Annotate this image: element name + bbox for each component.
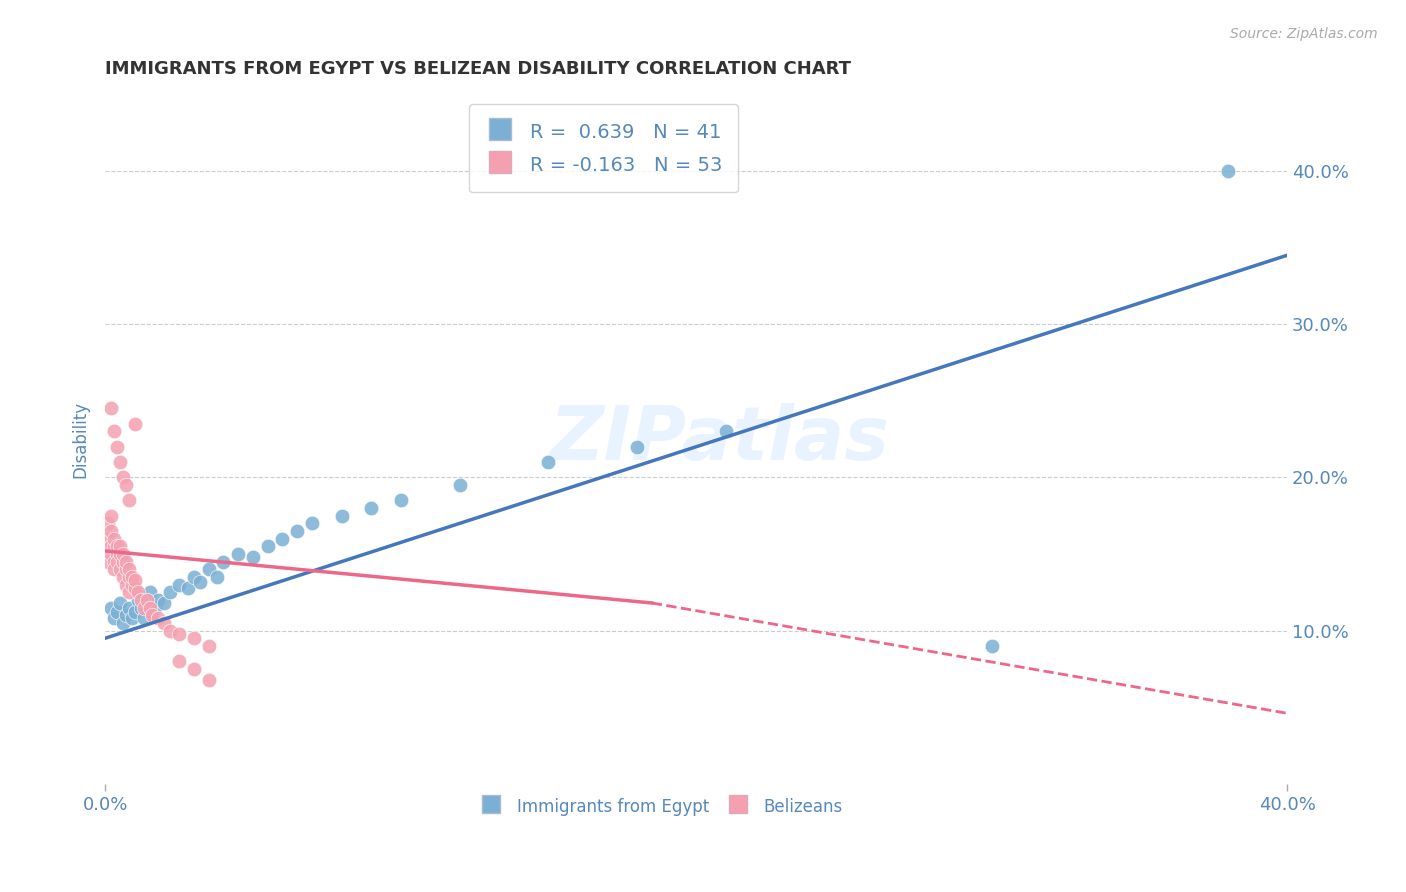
Text: ZIPatlas: ZIPatlas	[550, 402, 890, 475]
Legend: Immigrants from Egypt, Belizeans: Immigrants from Egypt, Belizeans	[471, 790, 849, 823]
Point	[226, 547, 249, 561]
Point	[115, 577, 138, 591]
Point	[197, 639, 219, 653]
Point	[135, 593, 157, 607]
Point	[626, 440, 648, 454]
Point	[449, 478, 471, 492]
Point	[135, 596, 157, 610]
Point	[153, 596, 176, 610]
Point	[129, 600, 152, 615]
Point	[141, 608, 163, 623]
Point	[129, 593, 152, 607]
Point	[188, 574, 211, 589]
Point	[108, 562, 131, 576]
Point	[285, 524, 308, 538]
Point	[115, 555, 138, 569]
Point	[145, 600, 167, 615]
Point	[167, 626, 190, 640]
Point	[148, 593, 170, 607]
Point	[105, 605, 128, 619]
Point	[108, 547, 131, 561]
Point	[124, 417, 146, 431]
Point	[127, 593, 149, 607]
Point	[108, 539, 131, 553]
Point	[360, 501, 382, 516]
Text: IMMIGRANTS FROM EGYPT VS BELIZEAN DISABILITY CORRELATION CHART: IMMIGRANTS FROM EGYPT VS BELIZEAN DISABI…	[105, 60, 851, 78]
Point	[980, 639, 1002, 653]
Point	[138, 600, 160, 615]
Point	[100, 508, 122, 523]
Point	[256, 539, 278, 553]
Point	[124, 573, 146, 587]
Text: Source: ZipAtlas.com: Source: ZipAtlas.com	[1230, 27, 1378, 41]
Point	[118, 600, 141, 615]
Point	[148, 611, 170, 625]
Point	[167, 654, 190, 668]
Point	[103, 532, 125, 546]
Point	[714, 425, 737, 439]
Point	[105, 440, 128, 454]
Point	[212, 555, 235, 569]
Point	[121, 611, 143, 625]
Point	[389, 493, 412, 508]
Point	[118, 570, 141, 584]
Point	[115, 608, 138, 623]
Point	[111, 547, 134, 561]
Point	[207, 570, 229, 584]
Point	[138, 585, 160, 599]
Point	[153, 615, 176, 630]
Point	[159, 585, 181, 599]
Point	[105, 539, 128, 553]
Point	[103, 425, 125, 439]
Point	[132, 611, 155, 625]
Point	[159, 624, 181, 638]
Point	[111, 570, 134, 584]
Point	[103, 539, 125, 553]
Point	[124, 605, 146, 619]
Point	[105, 555, 128, 569]
Point	[127, 585, 149, 599]
Point	[271, 532, 294, 546]
Point	[111, 615, 134, 630]
Point	[141, 605, 163, 619]
Y-axis label: Disability: Disability	[72, 401, 89, 477]
Point	[177, 581, 200, 595]
Point	[197, 673, 219, 687]
Point	[97, 516, 120, 531]
Point	[97, 555, 120, 569]
Point	[111, 470, 134, 484]
Point	[115, 562, 138, 576]
Point	[330, 508, 353, 523]
Point	[100, 524, 122, 538]
Point	[301, 516, 323, 531]
Point	[103, 562, 125, 576]
Point	[183, 662, 205, 676]
Point	[1216, 164, 1239, 178]
Point	[537, 455, 560, 469]
Point	[100, 401, 122, 416]
Point	[100, 547, 122, 561]
Point	[242, 549, 264, 564]
Point	[97, 532, 120, 546]
Point	[124, 581, 146, 595]
Point	[183, 570, 205, 584]
Point	[118, 493, 141, 508]
Point	[132, 600, 155, 615]
Point	[197, 562, 219, 576]
Point	[103, 555, 125, 569]
Point	[108, 596, 131, 610]
Point	[118, 562, 141, 576]
Point	[105, 547, 128, 561]
Point	[111, 555, 134, 569]
Point	[183, 631, 205, 645]
Point	[115, 478, 138, 492]
Point	[100, 600, 122, 615]
Point	[121, 577, 143, 591]
Point	[167, 577, 190, 591]
Point	[121, 570, 143, 584]
Point	[100, 539, 122, 553]
Point	[108, 455, 131, 469]
Point	[118, 585, 141, 599]
Point	[103, 611, 125, 625]
